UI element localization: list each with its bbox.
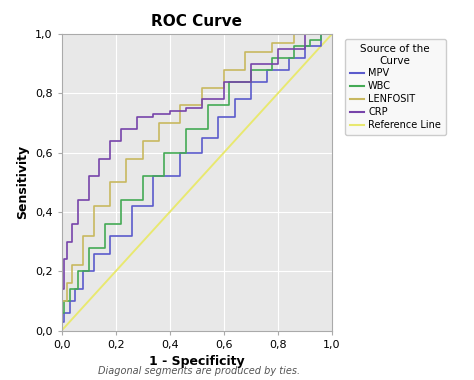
Legend: MPV, WBC, LENFOSIT, CRP, Reference Line: MPV, WBC, LENFOSIT, CRP, Reference Line: [345, 39, 446, 135]
Y-axis label: Sensitivity: Sensitivity: [17, 145, 29, 220]
X-axis label: 1 - Specificity: 1 - Specificity: [149, 355, 245, 368]
Title: ROC Curve: ROC Curve: [151, 14, 242, 29]
Text: Diagonal segments are produced by ties.: Diagonal segments are produced by ties.: [98, 366, 300, 376]
